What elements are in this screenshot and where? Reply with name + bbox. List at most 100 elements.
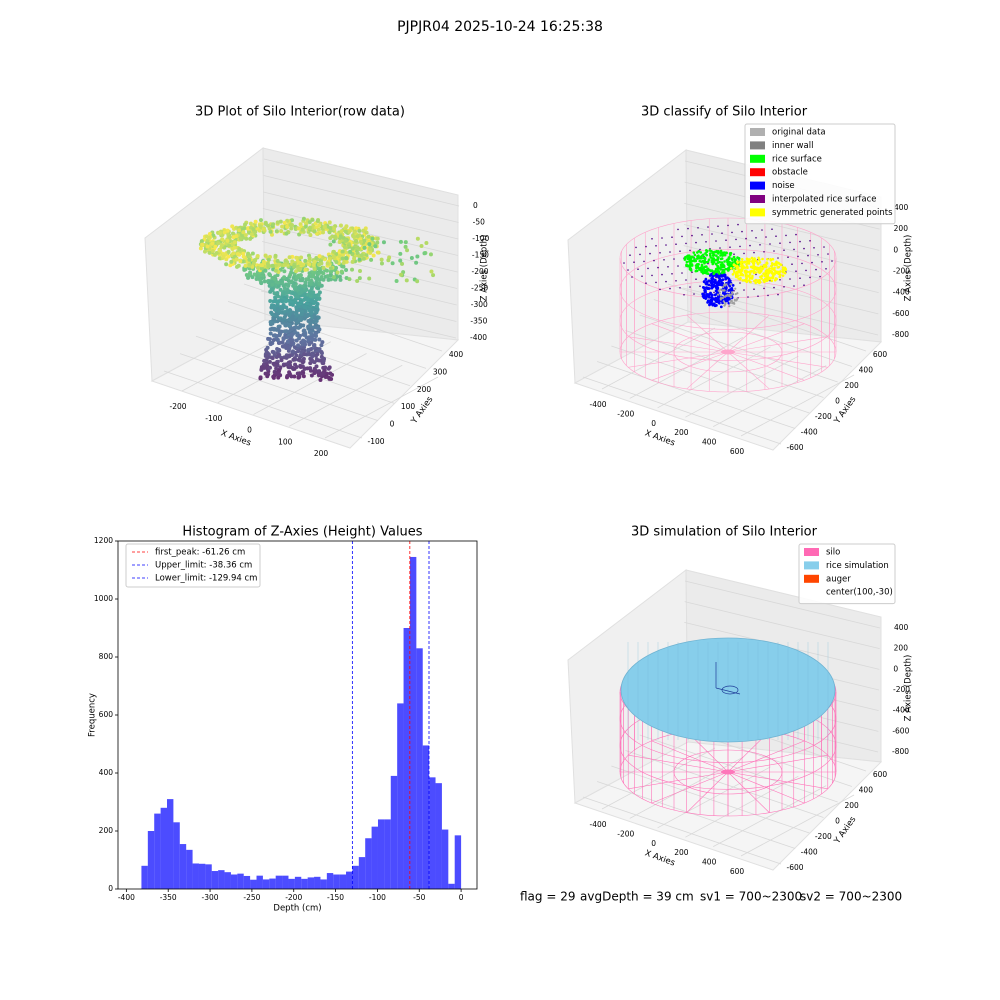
point [291, 357, 296, 362]
bar [384, 819, 391, 889]
z-tick-label: -100 [472, 234, 489, 243]
grid-line [601, 747, 716, 810]
point [265, 345, 270, 350]
point [723, 260, 726, 263]
bar [441, 829, 449, 889]
point [328, 266, 333, 271]
point [312, 229, 317, 234]
point [226, 249, 231, 254]
point [289, 374, 294, 379]
legend-box [744, 123, 896, 225]
bar [224, 872, 231, 889]
point [725, 294, 728, 297]
chart-title: 3D classify of Silo Interior [641, 105, 808, 120]
point [268, 273, 273, 278]
point [289, 226, 294, 231]
point [723, 304, 726, 307]
grid-point [821, 261, 823, 263]
point [329, 376, 334, 381]
point [308, 232, 313, 237]
x-tick-label: -400 [589, 400, 606, 409]
point [720, 257, 724, 260]
point [300, 348, 305, 353]
point [751, 274, 754, 278]
point [268, 289, 273, 294]
point [702, 267, 705, 270]
grid-point [673, 258, 675, 260]
point [326, 277, 331, 282]
legend-swatch [804, 574, 819, 583]
point [299, 312, 304, 317]
point [730, 299, 733, 303]
point [269, 232, 274, 237]
z-tick-label: -200 [472, 267, 489, 276]
point [266, 372, 271, 377]
point [311, 307, 316, 312]
legend-label: Upper_limit: -38.36 cm [155, 561, 252, 571]
point [685, 260, 689, 264]
point [778, 275, 782, 279]
bar [301, 878, 308, 889]
grid-line [629, 337, 743, 399]
point [261, 273, 266, 278]
point [764, 277, 767, 281]
grid-point [623, 262, 625, 264]
grid-point [657, 266, 659, 269]
bar [377, 819, 385, 889]
grid-point [763, 287, 765, 290]
y-tick-label: 0 [390, 420, 395, 429]
point [276, 294, 281, 299]
point [730, 293, 733, 296]
point [712, 258, 716, 262]
point [312, 366, 317, 371]
bar [243, 875, 251, 889]
y-tick-label: 400 [449, 350, 464, 359]
legend-label: silo [826, 548, 840, 558]
point [734, 293, 737, 296]
grid-point [805, 269, 807, 272]
point [773, 266, 776, 270]
point [742, 261, 746, 264]
point [315, 276, 320, 281]
point [415, 236, 420, 241]
point [403, 244, 408, 249]
z-tick-label: -600 [892, 309, 909, 318]
bar [211, 871, 219, 889]
point [718, 275, 722, 278]
point [751, 262, 755, 265]
point [289, 299, 294, 304]
legend-swatch [750, 168, 765, 177]
grid-point [801, 262, 803, 265]
point [212, 252, 217, 257]
grid-line [253, 353, 367, 415]
point [297, 374, 302, 379]
point [263, 221, 268, 226]
point [717, 256, 720, 259]
point [723, 270, 726, 274]
point [719, 298, 722, 301]
bar [448, 883, 455, 889]
point [350, 267, 355, 272]
x-tick-label: -200 [169, 402, 186, 411]
point [257, 273, 262, 278]
point [267, 337, 272, 342]
grid-line [629, 757, 743, 819]
point [721, 252, 725, 255]
grid-line [611, 345, 810, 414]
point [271, 338, 276, 343]
bar [333, 874, 340, 889]
point [328, 236, 333, 241]
grid-point [817, 254, 819, 256]
grid-point [669, 251, 671, 253]
y-tick-label: -600 [786, 863, 803, 872]
point [217, 248, 222, 253]
point [720, 261, 724, 264]
point [308, 309, 313, 314]
bar [365, 838, 372, 889]
grid-point [695, 241, 697, 244]
point [289, 270, 294, 275]
grid-point [733, 253, 735, 255]
silo-center [721, 769, 735, 775]
point [431, 273, 436, 278]
y-axis-label: Frequency [88, 693, 98, 737]
